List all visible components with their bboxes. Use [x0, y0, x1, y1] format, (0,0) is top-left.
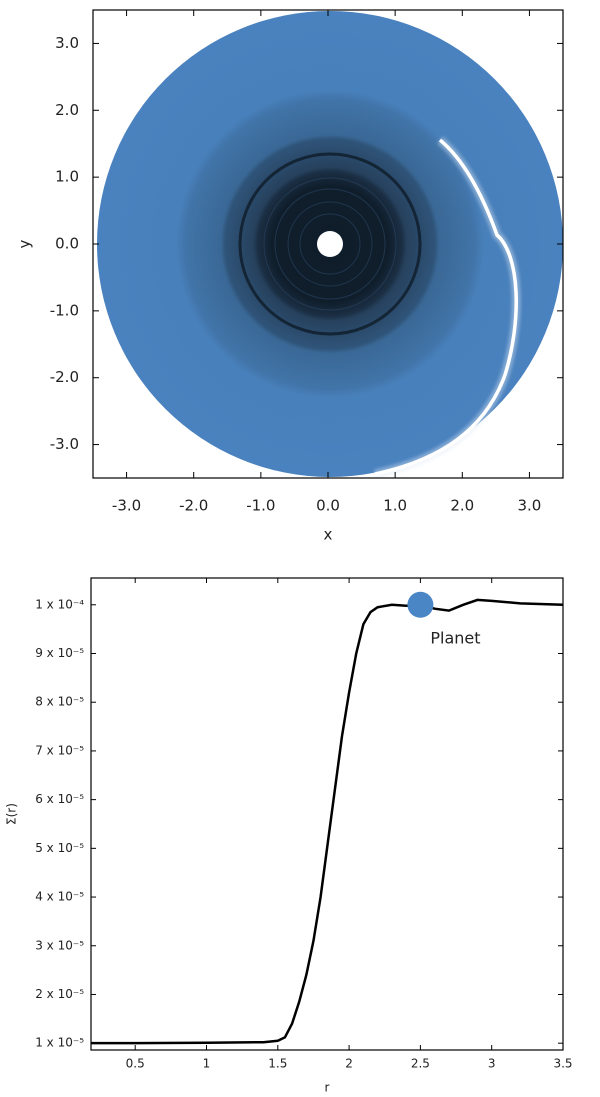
planet-label: Planet: [430, 628, 480, 647]
x-tick-label: 3.0: [517, 497, 541, 515]
y-tick-label: 6 x 10⁻⁵: [35, 792, 84, 806]
x-tick-label: 0.0: [316, 497, 340, 515]
x-tick-label: 1.0: [383, 497, 407, 515]
x-tick-label: 3.5: [553, 1057, 572, 1071]
y-tick-label: 7 x 10⁻⁵: [35, 743, 84, 757]
y-tick-label: 0.0: [55, 235, 79, 253]
x-tick-label: -2.0: [179, 497, 208, 515]
x-tick-label: 2.0: [450, 497, 474, 515]
x-axis-label: x: [324, 526, 333, 544]
x-tick-label: 2: [345, 1057, 353, 1071]
y-tick-label: 1 x 10⁻⁵: [35, 1036, 84, 1050]
y-tick-label: 4 x 10⁻⁵: [35, 890, 84, 904]
x-tick-label: -1.0: [246, 497, 275, 515]
y-tick-label: -1.0: [50, 301, 79, 319]
y-tick-label: 1 x 10⁻⁴: [35, 597, 84, 611]
disk-image: [97, 11, 563, 478]
y-tick-label: 9 x 10⁻⁵: [35, 646, 84, 660]
line: [91, 598, 564, 1045]
y-tick-label: 5 x 10⁻⁵: [35, 841, 84, 855]
y-axis-label: y: [16, 239, 34, 248]
x-tick-label: -3.0: [112, 497, 141, 515]
y-tick-label: 2 x 10⁻⁵: [35, 987, 84, 1001]
x-tick-label: 1: [203, 1057, 211, 1071]
x-tick-label: 2.5: [411, 1057, 430, 1071]
y-tick-label: -2.0: [50, 368, 79, 386]
planet-marker: [407, 591, 434, 618]
y-tick-label: 2.0: [55, 101, 79, 119]
x-tick-label: 3: [488, 1057, 496, 1071]
x-tick-label: 0.5: [126, 1057, 145, 1071]
y-tick-label: -3.0: [50, 435, 79, 453]
y-tick-label: 3.0: [55, 34, 79, 52]
plot-frame: [90, 577, 564, 1051]
y-tick-label: 1.0: [55, 168, 79, 186]
y-axis-label: Σ(r): [5, 803, 19, 825]
x-axis-label: r: [325, 1081, 330, 1095]
y-tick-label: 8 x 10⁻⁵: [35, 695, 84, 709]
y-tick-label: 3 x 10⁻⁵: [35, 938, 84, 952]
x-tick-label: 1.5: [268, 1057, 287, 1071]
